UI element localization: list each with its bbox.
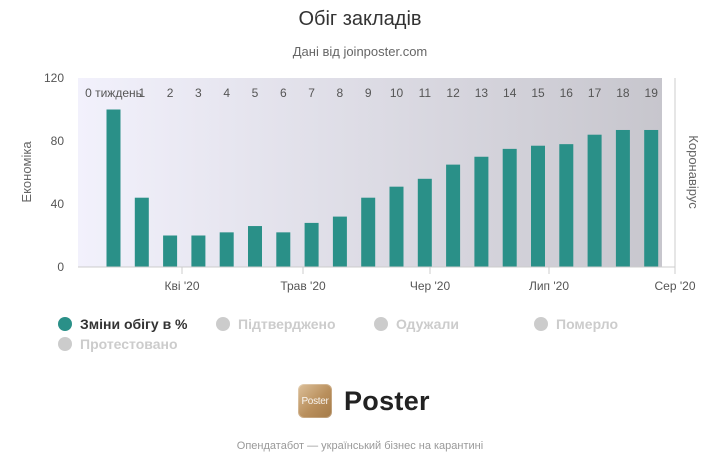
bar[interactable]: [502, 148, 517, 267]
week-label: 14: [503, 86, 517, 100]
y-tick-label: 0: [57, 260, 64, 274]
week-label: 7: [308, 86, 315, 100]
bar[interactable]: [587, 134, 602, 267]
chart-subtitle: Дані від joinposter.com: [292, 44, 428, 59]
legend-dot-icon: [534, 317, 548, 331]
poster-logo-icon: Poster: [298, 384, 332, 418]
bar[interactable]: [644, 129, 659, 267]
x-tick-label: Кві '20: [164, 279, 199, 293]
week-label: 8: [337, 86, 344, 100]
legend-item[interactable]: Підтверджено: [216, 316, 336, 332]
bar[interactable]: [163, 235, 178, 268]
week-label: 12: [446, 86, 460, 100]
y-right-axis-title: Коронавірус: [686, 135, 701, 209]
footer-note: Опендатабот — український бізнес на кара…: [236, 440, 484, 452]
bars: [106, 109, 659, 268]
brand-name: Poster: [344, 385, 430, 416]
week-label: 0 тиждень: [85, 86, 142, 100]
bar[interactable]: [615, 129, 630, 267]
legend-dot-icon: [374, 317, 388, 331]
legend-item[interactable]: Протестовано: [58, 336, 178, 352]
legend-dot-icon: [58, 317, 72, 331]
chart-title: Обіг закладів: [298, 8, 422, 30]
legend-item[interactable]: Одужали: [374, 316, 459, 332]
x-tick-label: Лип '20: [529, 279, 569, 293]
y-tick-label: 40: [51, 197, 65, 211]
legend-label: Протестовано: [80, 336, 178, 352]
x-tick-label: Трав '20: [280, 279, 326, 293]
legend-label: Зміни обігу в %: [80, 316, 188, 332]
bar[interactable]: [389, 186, 404, 267]
week-label: 9: [365, 86, 372, 100]
bar[interactable]: [332, 216, 347, 267]
week-label: 15: [531, 86, 545, 100]
bar[interactable]: [559, 144, 574, 267]
x-axis-ticks: Кві '20 Трав '20 Чер '20 Лип '20 Сер '20: [164, 267, 696, 293]
week-label: 18: [616, 86, 630, 100]
week-label: 2: [167, 86, 174, 100]
bar[interactable]: [134, 197, 149, 267]
legend-label: Підтверджено: [238, 316, 336, 332]
week-label: 10: [390, 86, 404, 100]
legend-dot-icon: [58, 337, 72, 351]
week-label: 1: [138, 86, 145, 100]
y-axis-ticks: 0 40 80 120: [44, 71, 64, 274]
y-tick-label: 120: [44, 71, 64, 85]
legend-label: Померло: [556, 316, 619, 332]
legend-dot-icon: [216, 317, 230, 331]
bar[interactable]: [361, 197, 376, 267]
bar[interactable]: [106, 109, 121, 268]
bar[interactable]: [304, 222, 319, 267]
bar[interactable]: [474, 156, 489, 267]
brand: Poster Poster: [298, 384, 430, 418]
legend-item[interactable]: Померло: [534, 316, 618, 332]
week-label: 4: [223, 86, 230, 100]
bar[interactable]: [219, 232, 234, 267]
week-label: 16: [560, 86, 574, 100]
legend-label: Одужали: [396, 316, 459, 332]
week-label: 5: [252, 86, 259, 100]
logo-text: Poster: [301, 395, 329, 407]
y-left-axis-title: Економіка: [19, 141, 34, 203]
x-tick-label: Сер '20: [655, 279, 696, 293]
bar[interactable]: [531, 145, 545, 267]
week-label: 3: [195, 86, 202, 100]
y-tick-label: 80: [51, 134, 65, 148]
legend-item[interactable]: Зміни обігу в %: [58, 316, 188, 332]
bar[interactable]: [276, 232, 291, 267]
bar[interactable]: [446, 164, 461, 267]
week-label: 11: [419, 86, 432, 100]
x-tick-label: Чер '20: [410, 279, 451, 293]
bar[interactable]: [191, 235, 206, 268]
bar[interactable]: [248, 226, 262, 267]
bar[interactable]: [417, 178, 432, 267]
week-label: 19: [645, 86, 659, 100]
week-label: 13: [475, 86, 489, 100]
week-label: 17: [588, 86, 602, 100]
week-label: 6: [280, 86, 287, 100]
